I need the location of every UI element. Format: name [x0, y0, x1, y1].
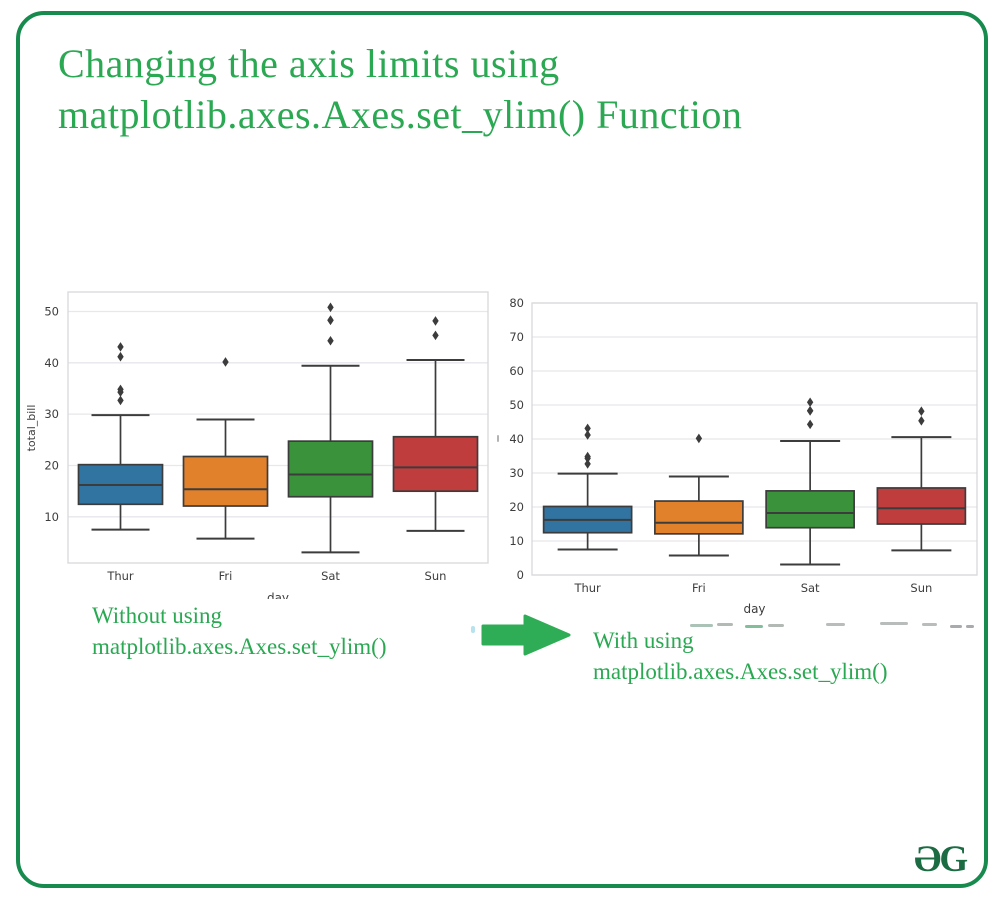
svg-text:70: 70 — [509, 330, 524, 344]
svg-text:Sat: Sat — [801, 581, 820, 595]
artifact-dash — [922, 623, 937, 626]
svg-text:30: 30 — [44, 407, 59, 421]
caption-left-line-2: matplotlib.axes.Axes.set_ylim() — [92, 633, 387, 659]
svg-text:Sat: Sat — [321, 569, 340, 583]
svg-text:60: 60 — [509, 364, 524, 378]
svg-text:80: 80 — [509, 296, 524, 310]
svg-text:30: 30 — [509, 466, 524, 480]
svg-text:Sun: Sun — [910, 581, 932, 595]
svg-text:Sun: Sun — [425, 569, 447, 583]
svg-text:Fri: Fri — [692, 581, 706, 595]
svg-text:20: 20 — [509, 500, 524, 514]
svg-text:total_bill: total_bill — [25, 405, 38, 452]
svg-text:day: day — [743, 602, 765, 616]
boxplot-svg: 0 10 20 30 40 50 60 70 80 Thur Fri Sat Sun day — [509, 296, 978, 616]
caption-without-ylim: Without using matplotlib.axes.Axes.set_y… — [90, 599, 401, 669]
artifact-dash — [745, 625, 763, 628]
title-line-1: Changing the axis limits using — [58, 41, 560, 86]
boxplot-with-ylim: 0 10 20 30 40 50 60 70 80 Thur Fri Sat Sun day — [492, 288, 997, 638]
boxplot-without-ylim: 10 20 30 40 50 total_bill Thur Fri Sat Sun day — [20, 283, 492, 628]
title-line-2: matplotlib.axes.Axes.set_ylim() Function — [58, 92, 743, 138]
svg-text:40: 40 — [509, 432, 524, 446]
svg-text:50: 50 — [44, 305, 59, 319]
page-title: Changing the axis limits using matplotli… — [58, 38, 938, 140]
caption-right-line-1: With using — [593, 628, 694, 653]
svg-text:50: 50 — [509, 398, 524, 412]
caption-left-line-1: Without using — [92, 603, 223, 628]
artifact-dash — [966, 625, 974, 628]
artifact-dash — [880, 622, 908, 625]
green-arrow-icon — [481, 613, 573, 662]
svg-text:20: 20 — [44, 458, 59, 472]
artifact-dash — [471, 626, 475, 633]
artifact-dash — [768, 624, 784, 627]
caption-right-line-2: matplotlib.axes.Axes.set_ylim() — [593, 658, 888, 684]
svg-text:Thur: Thur — [106, 569, 134, 583]
caption-with-ylim: With using matplotlib.axes.Axes.set_ylim… — [593, 626, 887, 688]
artifact-dash — [950, 625, 962, 628]
artifact-dash — [826, 623, 845, 626]
svg-text:10: 10 — [44, 510, 59, 524]
svg-text:Thur: Thur — [573, 581, 601, 595]
svg-text:40: 40 — [44, 356, 59, 370]
svg-text:Fri: Fri — [219, 569, 233, 583]
artifact-dash — [497, 435, 499, 442]
artifact-dash — [717, 623, 733, 626]
svg-text:0: 0 — [517, 568, 524, 582]
svg-text:10: 10 — [509, 534, 524, 548]
artifact-dash — [690, 624, 713, 627]
geeksforgeeks-logo: ƏG — [914, 839, 968, 880]
